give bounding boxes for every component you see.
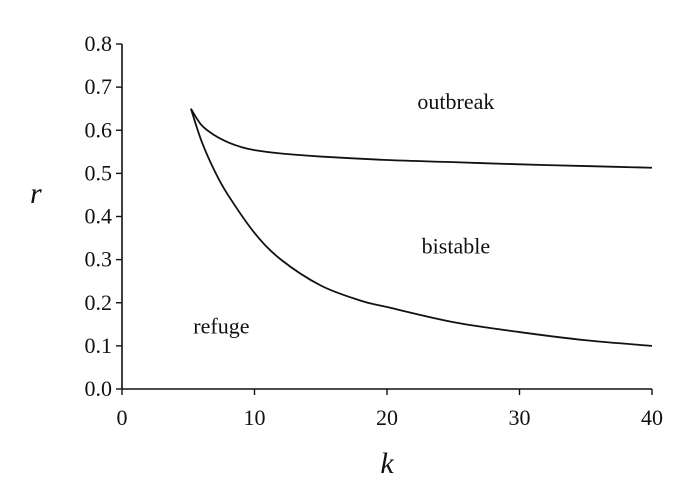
y-tick-label: 0.7 <box>85 74 113 99</box>
x-tick-label: 40 <box>641 405 663 430</box>
x-tick-label: 20 <box>376 405 398 430</box>
annotation-refuge: refuge <box>193 313 249 338</box>
y-tick-label: 0.0 <box>85 376 113 401</box>
y-tick-label: 0.2 <box>85 290 113 315</box>
y-tick-label: 0.3 <box>85 247 113 272</box>
y-tick-label: 0.5 <box>85 160 113 185</box>
y-tick-label: 0.4 <box>85 204 113 229</box>
y-tick-label: 0.1 <box>85 333 113 358</box>
x-axis-ticks: 0 10 20 30 40 <box>117 389 663 430</box>
y-tick-label: 0.6 <box>85 117 113 142</box>
y-axis-ticks: 0.0 0.1 0.2 0.3 0.4 0.5 0.6 0.7 0.8 <box>85 31 122 401</box>
series-line-0 <box>190 108 653 169</box>
annotations-group: outbreak bistable refuge <box>193 89 494 338</box>
y-tick-label: 0.8 <box>85 31 113 56</box>
y-axis-label: r <box>30 177 42 210</box>
annotation-bistable: bistable <box>422 234 490 259</box>
x-tick-label: 0 <box>117 405 128 430</box>
series-group <box>190 108 653 347</box>
x-tick-label: 30 <box>509 405 531 430</box>
x-axis-label: k <box>380 447 394 480</box>
x-tick-label: 10 <box>244 405 266 430</box>
annotation-outbreak: outbreak <box>417 89 494 114</box>
series-line-1 <box>190 108 653 347</box>
